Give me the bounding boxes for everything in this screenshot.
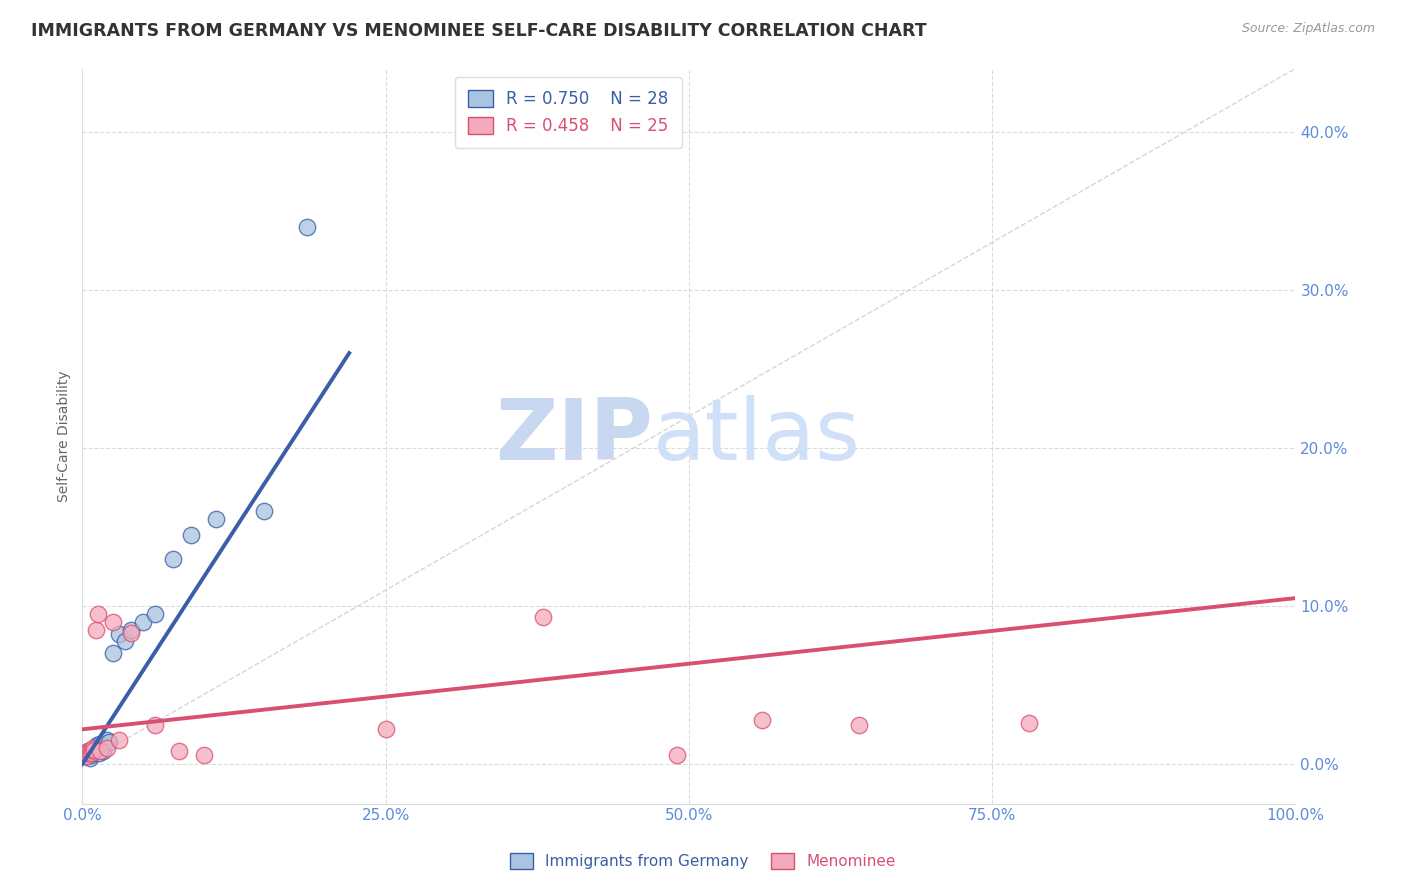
Point: [80, 747, 103, 762]
Point: [73, 749, 96, 764]
Point: [79, 751, 101, 765]
Point: [82, 743, 104, 757]
Point: [73, 747, 96, 762]
Point: [101, 647, 124, 661]
Point: [76, 747, 98, 762]
Point: [79, 744, 101, 758]
Point: [120, 623, 142, 637]
Point: [848, 717, 870, 731]
Point: [374, 723, 396, 737]
Point: [1018, 716, 1040, 731]
Point: [84, 623, 107, 637]
Point: [143, 717, 166, 731]
Point: [193, 747, 215, 762]
Legend: Immigrants from Germany, Menominee: Immigrants from Germany, Menominee: [503, 847, 903, 875]
Point: [77, 744, 100, 758]
Point: [89, 746, 111, 760]
Point: [101, 615, 124, 629]
Point: [180, 528, 202, 542]
Y-axis label: Self-Care Disability: Self-Care Disability: [58, 370, 72, 502]
Point: [96, 741, 118, 756]
Text: ZIP: ZIP: [495, 394, 652, 477]
Point: [82, 741, 104, 756]
Point: [96, 733, 118, 747]
Point: [169, 744, 191, 758]
Text: IMMIGRANTS FROM GERMANY VS MENOMINEE SELF-CARE DISABILITY CORRELATION CHART: IMMIGRANTS FROM GERMANY VS MENOMINEE SEL…: [31, 22, 927, 40]
Point: [665, 747, 688, 762]
Point: [83, 743, 105, 757]
Point: [76, 746, 98, 760]
Point: [98, 735, 121, 749]
Point: [751, 713, 773, 727]
Point: [75, 746, 97, 760]
Point: [83, 741, 105, 756]
Point: [253, 504, 276, 518]
Point: [107, 627, 129, 641]
Point: [114, 633, 136, 648]
Point: [80, 743, 103, 757]
Point: [162, 551, 184, 566]
Point: [89, 744, 111, 758]
Text: Source: ZipAtlas.com: Source: ZipAtlas.com: [1241, 22, 1375, 36]
Point: [143, 607, 166, 621]
Point: [295, 219, 318, 234]
Point: [120, 626, 142, 640]
Point: [107, 733, 129, 747]
Point: [87, 607, 110, 621]
Point: [86, 738, 108, 752]
Point: [204, 512, 226, 526]
Point: [84, 744, 107, 758]
Point: [80, 746, 103, 760]
Point: [132, 615, 155, 629]
Point: [77, 744, 100, 758]
Point: [87, 741, 110, 756]
Point: [89, 737, 111, 751]
Text: atlas: atlas: [652, 394, 860, 477]
Point: [80, 746, 103, 760]
Legend: R = 0.750    N = 28, R = 0.458    N = 25: R = 0.750 N = 28, R = 0.458 N = 25: [454, 77, 682, 148]
Point: [75, 749, 97, 764]
Point: [91, 744, 114, 758]
Point: [531, 610, 554, 624]
